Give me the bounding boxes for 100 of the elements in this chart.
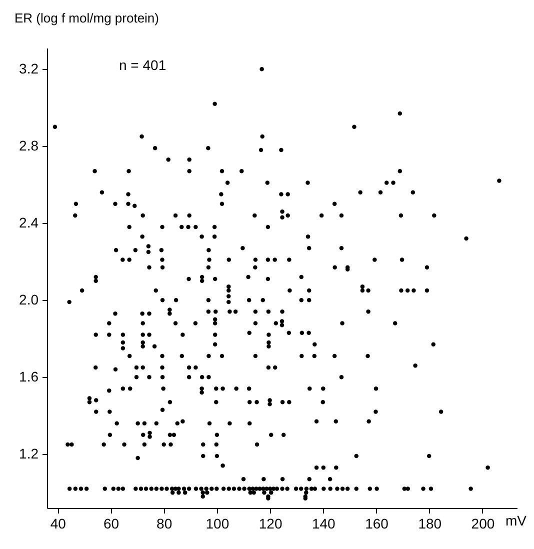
point (426, 454, 432, 458)
x-tick-label: 140 (312, 516, 336, 532)
point (166, 158, 170, 162)
point (288, 288, 292, 293)
point (204, 486, 208, 491)
x-tick-label: 80 (156, 516, 172, 532)
x-tick-label: 100 (206, 516, 230, 532)
point (332, 354, 337, 358)
point (300, 354, 304, 358)
point (182, 490, 188, 495)
point (287, 400, 292, 404)
point (242, 486, 246, 491)
point (146, 250, 151, 254)
x-tick-label: 120 (258, 516, 282, 532)
point (134, 486, 138, 491)
x-tick-label: 200 (471, 516, 495, 532)
point (262, 490, 266, 495)
point (187, 213, 192, 218)
point (252, 213, 257, 218)
point (294, 486, 298, 491)
point (319, 213, 324, 218)
point (393, 321, 398, 326)
point (421, 486, 426, 491)
point (413, 363, 418, 368)
point (309, 486, 314, 491)
point (286, 330, 292, 335)
point (280, 477, 285, 482)
point (424, 288, 430, 293)
point (366, 310, 370, 314)
point (226, 258, 232, 262)
y-tick-label: 1.6 (19, 368, 39, 385)
point (111, 486, 116, 491)
point (286, 192, 290, 196)
point (360, 284, 365, 289)
point (266, 224, 270, 230)
point (312, 354, 317, 358)
point (187, 158, 192, 162)
point (299, 486, 304, 491)
point (410, 190, 416, 194)
point (424, 265, 430, 270)
point (212, 234, 217, 239)
point (200, 234, 204, 239)
point (280, 319, 284, 324)
point (374, 486, 379, 491)
point (322, 486, 326, 491)
point (176, 486, 181, 491)
point (306, 298, 312, 302)
point (265, 180, 270, 185)
point (120, 486, 126, 491)
point (304, 486, 309, 491)
point (320, 400, 326, 404)
point (372, 258, 377, 262)
point (432, 213, 436, 218)
point (366, 288, 370, 293)
point (358, 190, 362, 194)
point (226, 486, 232, 491)
point (194, 486, 198, 491)
point (300, 330, 304, 335)
point (374, 386, 378, 391)
point (354, 454, 358, 458)
point (74, 202, 78, 206)
point (399, 288, 404, 293)
point (360, 288, 365, 293)
point (366, 419, 371, 424)
point (160, 258, 164, 262)
point (258, 486, 262, 491)
point (468, 486, 473, 491)
point (366, 354, 370, 358)
point (266, 258, 270, 262)
point (206, 248, 211, 252)
x-tick-label: 60 (103, 516, 120, 532)
point (92, 169, 97, 174)
point (299, 274, 304, 280)
point (306, 330, 311, 335)
point (187, 169, 192, 174)
point (186, 486, 192, 491)
point (274, 486, 280, 491)
point (84, 486, 89, 491)
point (391, 180, 396, 185)
point (149, 486, 154, 491)
point (258, 148, 264, 152)
point (140, 134, 144, 139)
point (279, 192, 284, 196)
point (438, 410, 444, 414)
point (214, 486, 219, 491)
point (398, 213, 404, 218)
point (253, 258, 258, 262)
point (334, 465, 338, 470)
point (497, 178, 502, 183)
y-tick-label: 2.4 (19, 214, 39, 231)
point (431, 342, 436, 347)
point (339, 213, 344, 218)
point (378, 190, 383, 194)
point (232, 486, 236, 491)
point (398, 111, 402, 116)
point (280, 400, 285, 404)
point (221, 486, 226, 491)
point (146, 244, 151, 248)
point (170, 490, 175, 495)
x-tick-label: 160 (365, 516, 389, 532)
